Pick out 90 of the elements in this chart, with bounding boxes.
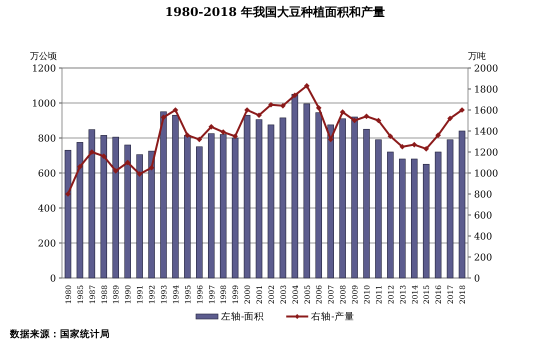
y-tick-label: 1200 — [32, 64, 56, 74]
y-tick-label: 200 — [38, 238, 56, 250]
y2-tick-label: 1800 — [474, 84, 498, 96]
point — [352, 118, 358, 124]
bar — [244, 114, 250, 278]
bar — [327, 124, 334, 278]
y-tick-label: 400 — [38, 204, 56, 214]
bar — [280, 118, 286, 278]
chart-title: 1980-2018 年我国大豆种植面积和产量 — [165, 5, 385, 19]
bar — [220, 134, 226, 278]
point — [388, 133, 394, 140]
y2-tick-label: 0 — [474, 274, 480, 284]
bar — [363, 128, 370, 278]
y2-tick-label: 2000 — [474, 64, 498, 74]
y-tick-label: 1000 — [32, 98, 56, 110]
y2-tick-label: 800 — [474, 190, 492, 200]
y-tick-label: 600 — [38, 168, 56, 180]
bar — [124, 144, 131, 278]
bar — [100, 135, 108, 278]
y2-tick-label: 400 — [474, 232, 492, 242]
point — [136, 171, 142, 177]
point — [328, 136, 334, 142]
bar — [256, 119, 262, 278]
y2-tick-label: 1600 — [474, 106, 498, 116]
point — [220, 129, 226, 135]
point — [316, 105, 322, 111]
point — [100, 153, 107, 159]
point — [148, 164, 154, 171]
legend-label: 右轴-产量 — [311, 310, 354, 322]
point — [280, 103, 286, 109]
point — [292, 92, 298, 98]
bar — [232, 138, 238, 278]
point — [172, 107, 178, 113]
point — [124, 160, 130, 166]
y-tick-label: 0 — [50, 274, 56, 284]
point — [244, 107, 250, 113]
bar — [208, 133, 215, 278]
point — [112, 168, 119, 174]
bar — [76, 142, 84, 278]
bar — [112, 136, 120, 278]
y2-tick-label: 1000 — [474, 168, 498, 180]
point — [400, 144, 406, 150]
bar — [184, 135, 191, 278]
point — [411, 142, 418, 148]
bar — [446, 139, 454, 278]
bar — [196, 146, 203, 278]
bar — [339, 118, 346, 278]
y2-tick-label: 200 — [474, 252, 492, 264]
bar — [351, 116, 358, 278]
bar — [136, 154, 143, 278]
point — [256, 112, 262, 118]
y-axis-title: 万公顷 — [30, 51, 57, 62]
bar — [292, 94, 298, 278]
point — [208, 124, 214, 130]
bar — [268, 124, 274, 278]
bar — [88, 129, 96, 278]
point — [364, 114, 370, 120]
bar — [458, 130, 466, 278]
source-note: 数据来源：国家统计局 — [9, 328, 110, 340]
bar — [387, 152, 394, 278]
bar — [172, 114, 179, 278]
point — [340, 109, 346, 115]
point — [376, 118, 382, 124]
legend-label: 左轴-面积 — [221, 310, 264, 322]
point — [184, 132, 190, 138]
point — [459, 107, 465, 113]
bar — [410, 158, 418, 278]
y2-tick-label: 1200 — [474, 148, 498, 158]
point — [423, 146, 430, 152]
bar — [64, 150, 72, 278]
point — [304, 83, 310, 89]
y-tick-label: 800 — [38, 134, 56, 144]
bar — [375, 139, 382, 278]
bar — [148, 150, 155, 278]
point — [77, 164, 83, 170]
y2-tick-label: 600 — [474, 210, 492, 222]
bar — [315, 112, 322, 278]
bar — [160, 111, 167, 278]
point — [196, 136, 202, 142]
point — [435, 132, 441, 138]
point — [65, 191, 71, 197]
bar — [304, 104, 310, 278]
y2-tick-label: 1400 — [474, 126, 498, 138]
y2-axis-title: 万吨 — [468, 51, 486, 62]
bar — [399, 158, 406, 278]
point — [232, 133, 238, 140]
point — [89, 149, 95, 155]
point — [447, 116, 453, 122]
bar — [422, 164, 430, 278]
bar — [434, 152, 442, 278]
